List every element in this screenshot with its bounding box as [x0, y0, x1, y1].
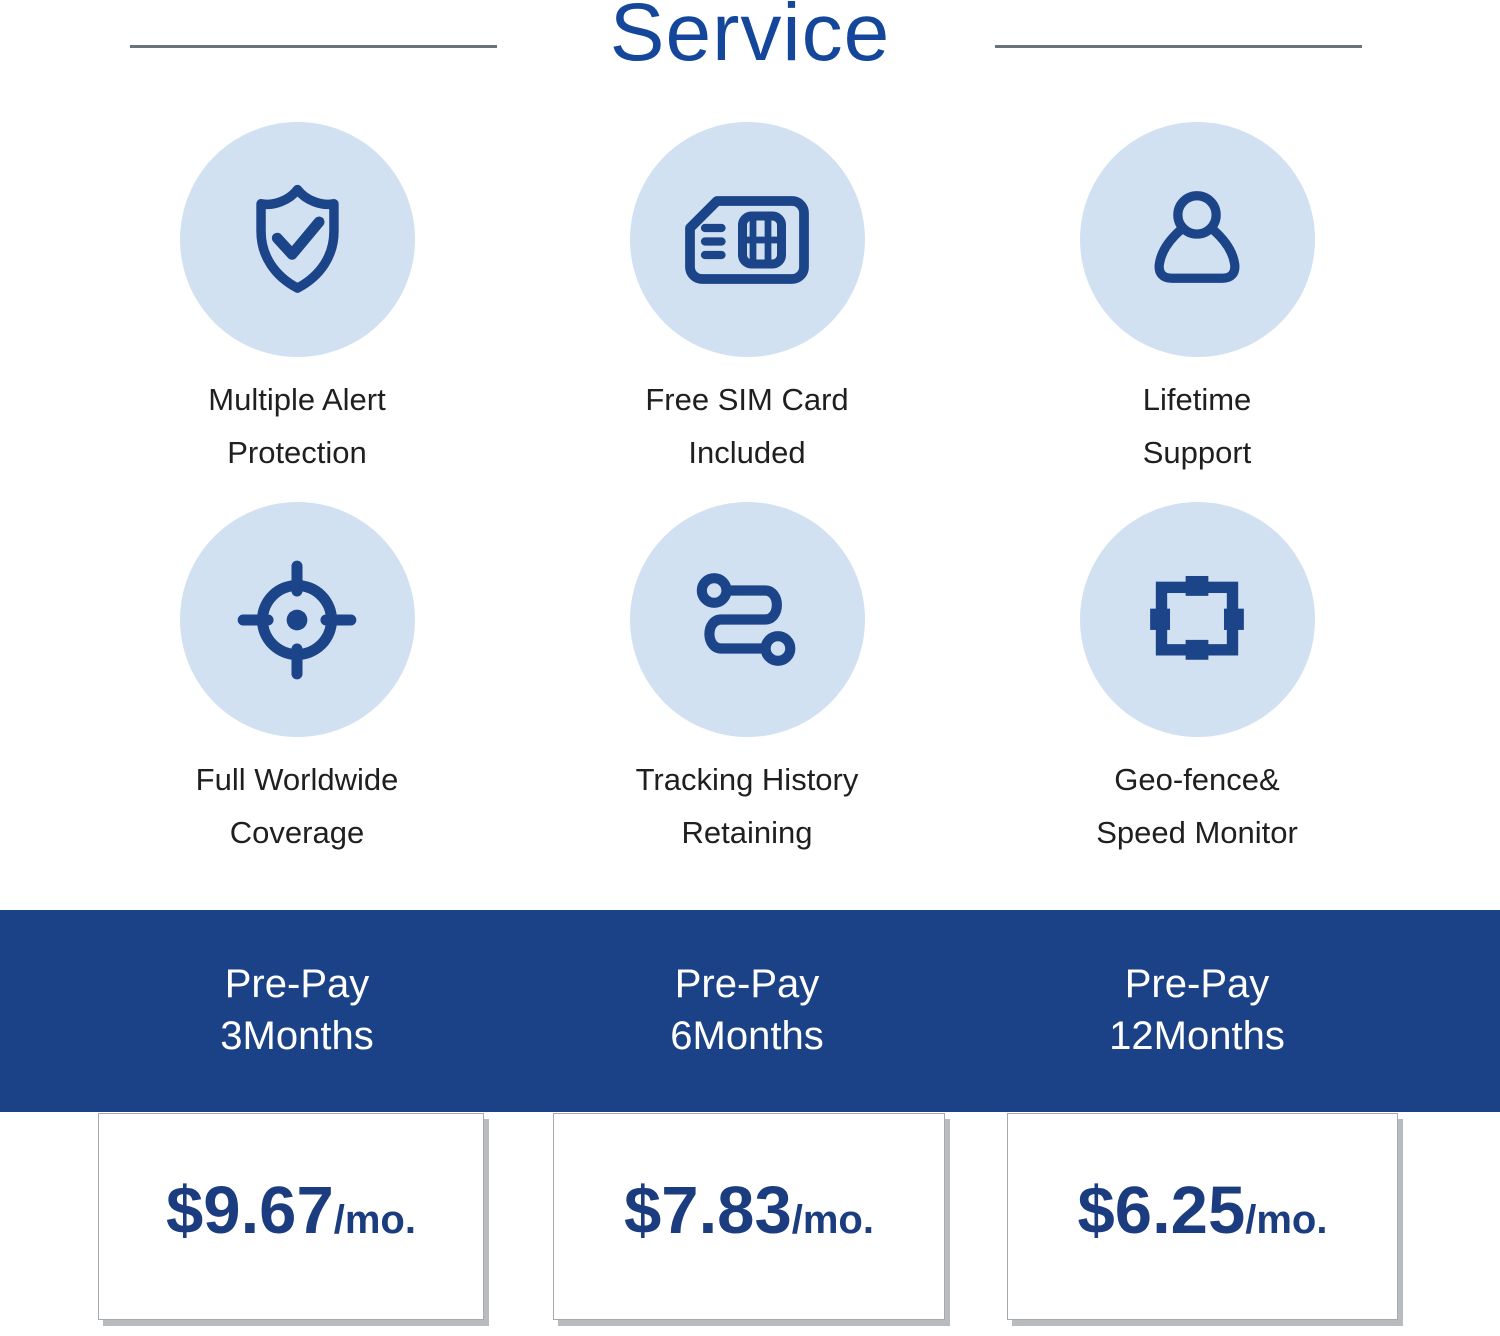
feature-label: Full Worldwide Coverage — [72, 753, 522, 859]
price-card: $6.25/mo. — [1007, 1113, 1398, 1320]
feature-circle — [1079, 122, 1315, 357]
title-divider-right — [995, 45, 1362, 48]
feature-circle — [629, 122, 865, 357]
plan-period-line1: Pre-Pay — [1124, 962, 1270, 1006]
price-card: $7.83/mo. — [553, 1113, 945, 1320]
feature-circle — [179, 122, 415, 357]
price-value: $7.83 — [624, 1173, 792, 1248]
price-row: $6.25/mo. — [1008, 1172, 1397, 1249]
price-value: $6.25 — [1077, 1173, 1246, 1248]
feature-label: Tracking History Retaining — [522, 753, 972, 859]
feature-cell: Multiple Alert Protection — [72, 122, 522, 502]
price-unit: /mo. — [791, 1198, 874, 1242]
feature-label: Geo-fence& Speed Monitor — [972, 753, 1422, 859]
pricing-banner: Pre-Pay 3Months Pre-Pay 6Months Pre-Pay … — [0, 910, 1500, 1112]
feature-label-line2: Coverage — [229, 815, 365, 850]
feature-cell: Free SIM Card Included — [522, 122, 972, 502]
shield-check-icon — [255, 184, 339, 293]
price-row: $7.83/mo. — [554, 1172, 944, 1249]
feature-label-line2: Retaining — [681, 815, 813, 850]
feature-circle — [1079, 502, 1315, 737]
price-value: $9.67 — [166, 1173, 334, 1248]
plan-period: Pre-Pay 6Months — [522, 958, 972, 1062]
price-unit: /mo. — [333, 1198, 416, 1242]
feature-label: Multiple Alert Protection — [72, 373, 522, 479]
feature-cell: Full Worldwide Coverage — [72, 502, 522, 882]
pricing-banner-grid: Pre-Pay 3Months Pre-Pay 6Months Pre-Pay … — [72, 958, 1422, 1062]
plan-period-line1: Pre-Pay — [674, 962, 820, 1006]
plan-period-line1: Pre-Pay — [224, 962, 370, 1006]
geofence-icon — [1150, 575, 1244, 660]
feature-label: Free SIM Card Included — [522, 373, 972, 479]
plan-period-line2: 12Months — [1109, 1014, 1285, 1058]
user-icon — [1154, 190, 1240, 283]
feature-label-line2: Included — [688, 435, 806, 470]
feature-grid: Multiple Alert Protection Free SIM Card … — [72, 122, 1422, 882]
feature-label-line1: Tracking History — [635, 762, 859, 797]
price-unit: /mo. — [1245, 1198, 1328, 1242]
feature-label-line2: Speed Monitor — [1096, 815, 1298, 850]
feature-label-line1: Free SIM Card — [645, 382, 849, 417]
page-title: Service — [609, 0, 891, 78]
plan-period-line2: 3Months — [220, 1014, 374, 1058]
plan-period-line2: 6Months — [670, 1014, 824, 1058]
crosshair-icon — [237, 560, 357, 679]
route-icon — [696, 573, 795, 666]
feature-label-line1: Multiple Alert — [208, 382, 386, 417]
plan-period: Pre-Pay 3Months — [72, 958, 522, 1062]
title-divider-left — [130, 45, 497, 48]
feature-cell: Lifetime Support — [972, 122, 1422, 502]
feature-cell: Tracking History Retaining — [522, 502, 972, 882]
feature-label-line2: Protection — [227, 435, 367, 470]
feature-label-line1: Full Worldwide — [195, 762, 399, 797]
plan-period: Pre-Pay 12Months — [972, 958, 1422, 1062]
feature-label-line1: Lifetime — [1142, 382, 1252, 417]
feature-label-line2: Support — [1142, 435, 1252, 470]
price-row: $9.67/mo. — [99, 1172, 483, 1249]
feature-cell: Geo-fence& Speed Monitor — [972, 502, 1422, 882]
feature-circle — [179, 502, 415, 737]
sim-card-icon — [685, 195, 809, 284]
feature-label: Lifetime Support — [972, 373, 1422, 479]
feature-circle — [629, 502, 865, 737]
price-card: $9.67/mo. — [98, 1113, 484, 1320]
feature-label-line1: Geo-fence& — [1114, 762, 1280, 797]
